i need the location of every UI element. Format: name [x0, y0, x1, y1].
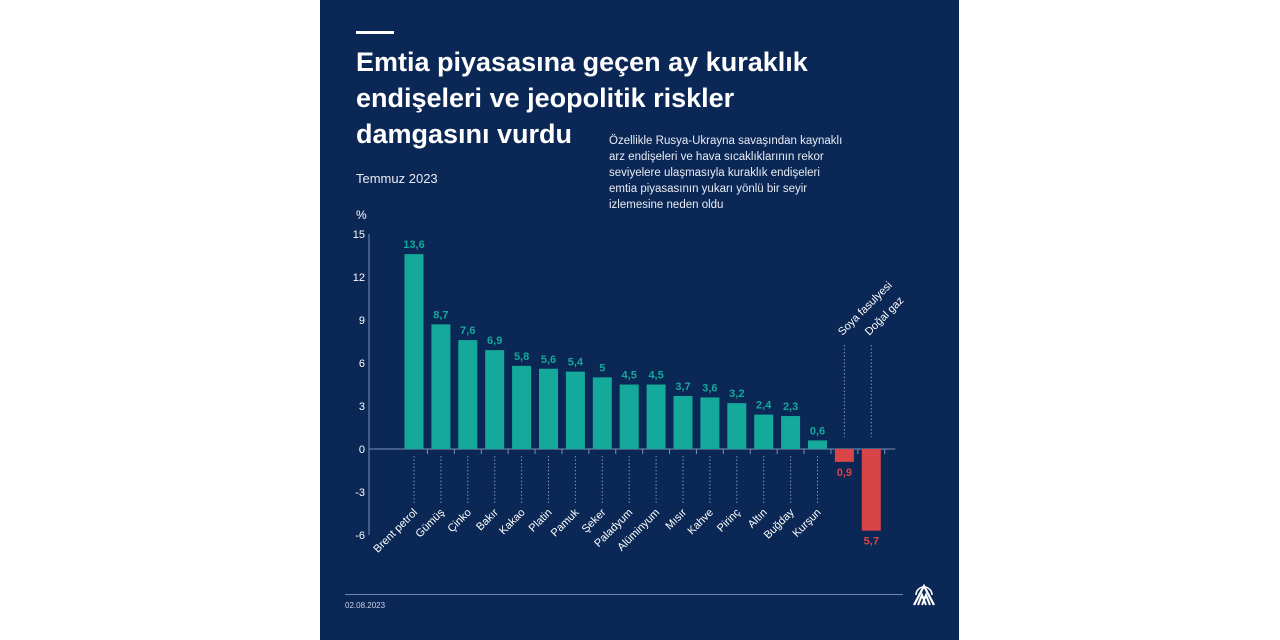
category-label: Gümüş: [413, 506, 447, 540]
data-label: 0,6: [810, 425, 825, 437]
category-label: Çinko: [446, 507, 474, 535]
category-label: Kahve: [685, 507, 716, 538]
bar: [512, 365, 532, 449]
data-label: 5,8: [514, 351, 529, 363]
y-tick-label: 3: [359, 401, 365, 413]
footer-divider: [345, 594, 903, 595]
category-label: Pirinç: [715, 506, 743, 534]
bar: [458, 340, 478, 449]
bar: [646, 384, 666, 449]
bar: [565, 371, 585, 449]
bar: [781, 416, 801, 449]
y-tick-label: -3: [355, 487, 365, 499]
title-line: endişeleri ve jeopolitik riskler: [356, 83, 735, 113]
data-label: 5,4: [568, 357, 584, 369]
data-label: 2,4: [756, 400, 772, 412]
title-line: damgasını vurdu: [356, 119, 573, 149]
bar: [727, 403, 747, 449]
y-tick-label: 12: [353, 272, 365, 284]
data-label: 4,5: [622, 370, 637, 382]
bar: [592, 377, 612, 449]
bar: [673, 395, 693, 449]
data-label: 4,5: [648, 370, 663, 382]
description: Özellikle Rusya-Ukrayna savaşından kayna…: [609, 135, 843, 211]
y-axis-unit: %: [356, 208, 367, 222]
bar: [431, 324, 451, 449]
bar: [700, 397, 720, 449]
bar: [808, 440, 827, 449]
y-tick-label: 0: [359, 444, 365, 456]
y-tick-label: 9: [359, 315, 365, 327]
bar: [619, 384, 639, 449]
data-label: 13,6: [403, 239, 424, 251]
data-label: 6,9: [487, 335, 502, 347]
data-label: 2,3: [783, 401, 798, 413]
category-label: Pamuk: [549, 506, 582, 539]
bar: [754, 414, 774, 449]
y-tick-label: 15: [353, 229, 365, 241]
aa-logo-icon: [913, 583, 935, 606]
publish-date: 02.08.2023: [345, 601, 386, 610]
data-label: 5,6: [541, 354, 556, 366]
y-tick-label: 6: [359, 358, 365, 370]
title-accent-bar: [356, 31, 394, 34]
data-label: 5,7: [864, 536, 879, 548]
bar: [861, 449, 881, 531]
data-label: 3,2: [729, 388, 744, 400]
category-label: Kurşun: [790, 507, 823, 540]
category-label: Buğday: [762, 506, 797, 541]
period-label: Temmuz 2023: [356, 171, 438, 186]
bar: [485, 350, 505, 449]
category-label: Altın: [746, 507, 770, 531]
y-tick-label: -6: [355, 530, 365, 542]
page-title: Emtia piyasasına geçen ay kuraklık endiş…: [356, 44, 856, 152]
bar: [834, 449, 854, 462]
infographic-panel: Emtia piyasasına geçen ay kuraklık endiş…: [320, 0, 959, 640]
data-label: 8,7: [433, 309, 448, 321]
data-label: 7,6: [460, 325, 475, 337]
bar: [539, 368, 558, 449]
category-label: Kakao: [497, 507, 528, 538]
bar: [404, 254, 424, 449]
data-label: 3,7: [675, 381, 690, 393]
data-label: 3,6: [702, 382, 717, 394]
data-label: 5: [599, 362, 605, 374]
data-label: 0,9: [837, 467, 852, 479]
title-line: Emtia piyasasına geçen ay kuraklık: [356, 47, 808, 77]
